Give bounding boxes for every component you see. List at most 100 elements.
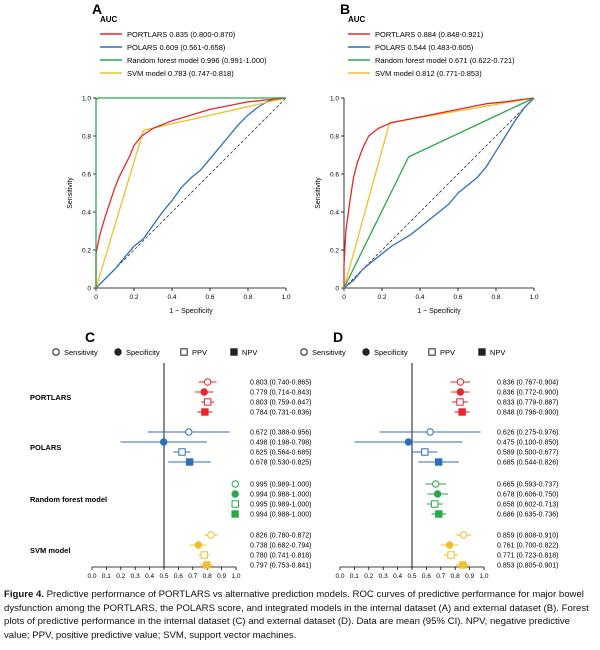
estimate-label: 0.784 (0.731-0.836) [250, 410, 312, 417]
y-tick-label: 0.6 [82, 171, 91, 178]
x-tick-label: 0.8 [491, 294, 500, 301]
roc-curve-random-forest-model [343, 97, 535, 289]
x-tick-label: 0.6 [174, 573, 183, 580]
legend-entry: NPV [490, 348, 505, 357]
legend-entry: Random forest model 0.671 (0.622-0.721) [375, 56, 515, 65]
marker-ppv [447, 551, 455, 559]
estimate-label: 0.836 (0.772-0.900) [497, 390, 559, 397]
estimate-label: 0.678 (0.606-0.750) [497, 492, 559, 499]
roc-curve-polars [95, 97, 286, 289]
x-tick-label: 0.2 [116, 573, 125, 580]
x-tick-label: 0.9 [465, 573, 474, 580]
estimate-label: 0.498 (0.198-0.798) [250, 440, 312, 447]
marker-npv [434, 458, 443, 466]
legend-entry: Specificity [126, 348, 160, 357]
legend-entry: Random forest model 0.996 (0.991-1.000) [127, 56, 267, 65]
estimate-label: 0.803 (0.759-0.847) [250, 400, 312, 407]
model-name: Random forest model [30, 495, 107, 504]
estimate-label: 0.779 (0.714-0.843) [250, 390, 312, 397]
legend-entry: PORTLARS 0.835 (0.800-0.870) [127, 30, 236, 39]
legend-entry: Sensitivity [312, 348, 346, 357]
roc-curve-random-forest-model [95, 97, 286, 288]
panel-letter: A [92, 1, 102, 17]
x-tick-label: 0.6 [422, 573, 431, 580]
estimate-label: 0.761 (0.700-0.822) [497, 543, 559, 550]
marker-npv [203, 561, 211, 569]
y-tick-label: 0.8 [82, 133, 91, 140]
x-tick-label: 0 [342, 294, 346, 301]
roc-curve-portlars [95, 97, 287, 288]
reference-diagonal [343, 97, 535, 289]
x-tick-label: 0.5 [407, 573, 416, 580]
marker-npv [458, 408, 466, 416]
estimate-label: 0.995 (0.989-1.000) [250, 482, 312, 489]
marker-ppv [180, 348, 188, 356]
model-name: POLARS [30, 443, 61, 452]
marker-npv [478, 348, 486, 356]
figure-4: A AUC PORTLARS 0.835 (0.800-0.870) POLARS 0… [30, 1, 559, 580]
marker-ppv [431, 500, 439, 508]
x-tick-label: 1.0 [281, 294, 290, 301]
roc-curve-polars [343, 97, 535, 289]
x-tick-label: 0 [94, 294, 98, 301]
forest-panel-c: C Sensitivity Specificity PPV NPV 0.0 0.1 0.2 0.… [30, 329, 312, 580]
marker-sensitivity [52, 348, 60, 356]
estimate-label: 0.859 (0.808-0.910) [497, 533, 559, 540]
marker-sensitivity [185, 428, 193, 436]
y-tick-label: 0.8 [330, 133, 339, 140]
marker-sensitivity [426, 428, 434, 436]
legend-entry: POLARS 0.544 (0.483-0.605) [375, 43, 474, 52]
figure-caption: Figure 4. Predictive performance of PORT… [4, 588, 596, 642]
estimate-label: 0.678 (0.530-0.825) [250, 460, 312, 467]
marker-specificity [456, 388, 465, 396]
x-tick-label: 0.4 [145, 573, 154, 580]
estimate-label: 0.803 (0.740-0.865) [250, 380, 312, 387]
x-tick-label: 0.2 [129, 294, 138, 301]
roc-curve-svm-model [95, 97, 287, 289]
marker-npv [201, 408, 209, 416]
x-tick-label: 0.3 [379, 573, 388, 580]
y-tick-label: 0.4 [330, 209, 339, 216]
estimate-label: 0.836 (0.767-0.904) [497, 380, 559, 387]
estimate-label: 0.994 (0.988-1.000) [250, 512, 312, 519]
estimate-label: 0.672 (0.388-0.956) [250, 430, 312, 437]
estimate-label: 0.797 (0.753-0.841) [250, 563, 312, 570]
x-tick-label: 0.6 [205, 294, 214, 301]
roc-curve-portlars [343, 97, 535, 288]
estimate-label: 0.625 (0.564-0.685) [250, 450, 312, 457]
legend-entry: POLARS 0.609 (0.561-0.658) [127, 43, 226, 52]
x-tick-label: 0.7 [188, 573, 197, 580]
marker-npv [435, 510, 443, 518]
y-axis-label: Sensitivity [67, 177, 74, 209]
model-name: SVM model [30, 546, 70, 555]
y-tick-label: 1.0 [330, 95, 339, 102]
estimate-label: 0.686 (0.635-0.736) [497, 512, 559, 519]
estimate-label: 0.626 (0.275-0.976) [497, 430, 559, 437]
marker-specificity [200, 388, 208, 396]
legend-entry: SVM model 0.812 (0.771-0.853) [375, 69, 482, 78]
legend-entry: PPV [192, 348, 207, 357]
estimate-label: 0.853 (0.805-0.901) [497, 563, 559, 570]
panel-letter: B [340, 1, 350, 17]
x-tick-label: 0.4 [393, 573, 402, 580]
marker-ppv [231, 500, 239, 508]
y-tick-label: 0.2 [82, 247, 91, 254]
x-tick-label: 1.0 [529, 294, 538, 301]
legend-entry: Sensitivity [64, 348, 98, 357]
x-tick-label: 1.0 [231, 573, 240, 580]
marker-specificity [404, 438, 413, 446]
x-tick-label: 0.5 [159, 573, 168, 580]
x-tick-label: 0.6 [453, 294, 462, 301]
legend-title: AUC [348, 15, 366, 24]
marker-ppv [203, 398, 212, 406]
legend-entry: NPV [242, 348, 257, 357]
marker-specificity [114, 348, 122, 356]
marker-specificity [445, 541, 454, 549]
x-axis-label: 1 − Specificity [417, 308, 461, 315]
x-tick-label: 0.7 [436, 573, 445, 580]
figure-caption-label: Figure 4. [4, 589, 44, 600]
x-tick-label: 1.0 [479, 573, 488, 580]
marker-specificity [160, 438, 168, 446]
